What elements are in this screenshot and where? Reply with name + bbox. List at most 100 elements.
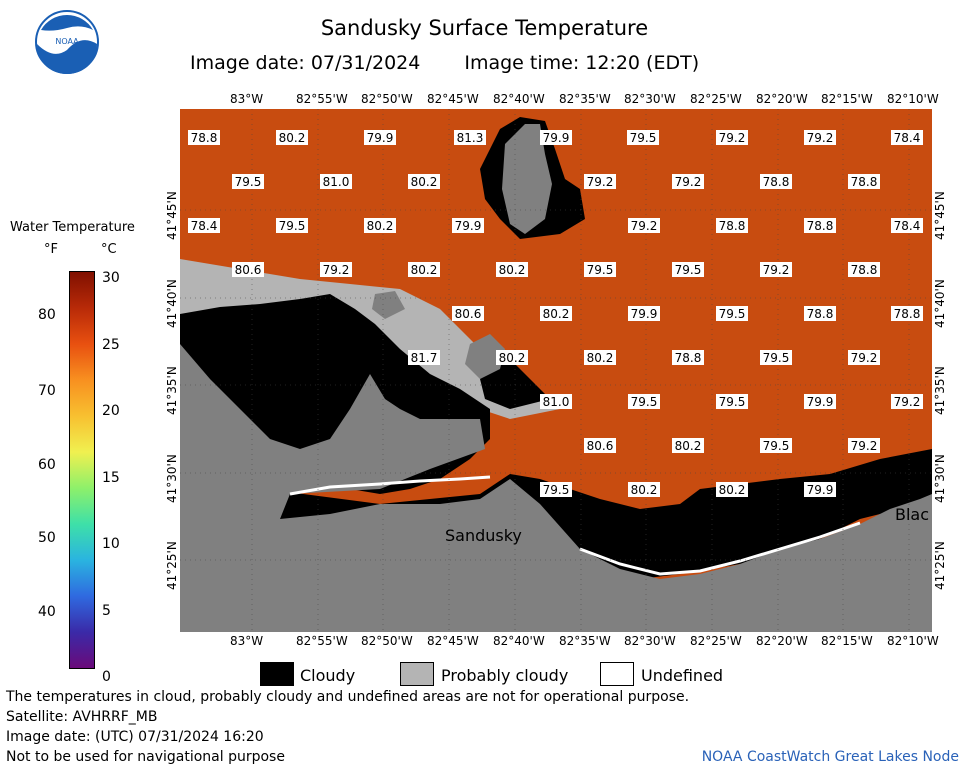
temperature-value: 78.8 [807, 219, 834, 233]
temperature-value: 80.6 [587, 439, 614, 453]
temperature-label: 79.5 [760, 438, 792, 453]
temperature-value: 79.9 [631, 307, 658, 321]
celsius-tick: 20 [102, 403, 120, 419]
map-title: Sandusky Surface Temperature [320, 16, 649, 40]
temperature-value: 79.5 [719, 395, 746, 409]
temperature-value: 79.9 [807, 483, 834, 497]
temperature-value: 78.4 [894, 131, 921, 145]
temperature-label: 79.5 [760, 350, 792, 365]
temperature-label: 80.2 [408, 174, 440, 189]
temperature-value: 79.2 [851, 439, 878, 453]
temperature-label: 80.6 [584, 438, 616, 453]
latitude-label: 41°45'N [933, 191, 947, 240]
temperature-value: 79.2 [719, 131, 746, 145]
temperature-label: 80.2 [716, 482, 748, 497]
temperature-value: 80.2 [411, 263, 438, 277]
temperature-label: 79.5 [628, 394, 660, 409]
temperature-value: 79.5 [543, 483, 570, 497]
longitude-label: 82°10'W [887, 634, 939, 648]
temperature-label: 79.5 [584, 262, 616, 277]
temperature-label: 80.2 [628, 482, 660, 497]
temperature-label: 79.5 [627, 130, 659, 145]
temperature-value: 78.8 [719, 219, 746, 233]
image-datetime: Image date: 07/31/2024 Image time: 12:20 … [190, 52, 699, 74]
fahrenheit-tick: 80 [38, 307, 56, 323]
temperature-label: 79.5 [672, 262, 704, 277]
temperature-label: 80.2 [496, 350, 528, 365]
temperature-value: 79.5 [630, 131, 657, 145]
longitude-label: 82°15'W [821, 634, 873, 648]
temperature-label: 79.5 [540, 482, 572, 497]
temperature-value: 79.2 [587, 175, 614, 189]
longitude-label: 82°50'W [361, 92, 413, 106]
temperature-label: 78.8 [188, 130, 220, 145]
temperature-label: 79.5 [276, 218, 308, 233]
latitude-label: 41°30'N [933, 454, 947, 503]
temperature-value: 78.8 [191, 131, 218, 145]
temperature-label: 79.2 [848, 438, 880, 453]
longitude-label: 82°55'W [296, 92, 348, 106]
temperature-value: 80.2 [367, 219, 394, 233]
utc-image-date: Image date: (UTC) 07/31/2024 16:20 [6, 729, 264, 745]
fahrenheit-tick: 50 [38, 530, 56, 546]
latitude-label: 41°25'N [165, 541, 179, 590]
longitude-label: 83°W [230, 92, 264, 106]
temperature-label: 78.8 [760, 174, 792, 189]
temperature-value: 80.2 [499, 263, 526, 277]
temperature-value: 79.2 [631, 219, 658, 233]
temperature-label: 79.5 [716, 394, 748, 409]
temperature-value: 79.9 [455, 219, 482, 233]
image-date: Image date: 07/31/2024 [190, 52, 421, 74]
longitude-label: 82°50'W [361, 634, 413, 648]
temperature-label: 79.2 [716, 130, 748, 145]
temperature-value: 79.9 [807, 395, 834, 409]
unit-fahrenheit: °F [44, 242, 58, 257]
temperature-value: 79.5 [675, 263, 702, 277]
temperature-label: 79.9 [364, 130, 396, 145]
temperature-value: 80.2 [279, 131, 306, 145]
temperature-label: 80.6 [452, 306, 484, 321]
temperature-value: 78.8 [894, 307, 921, 321]
temperature-value: 79.9 [543, 131, 570, 145]
temperature-value: 79.5 [763, 351, 790, 365]
cloudy-swatch [260, 662, 294, 686]
undefined-label: Undefined [641, 666, 724, 685]
temperature-labels: 78.8 80.2 79.9 81.3 79.9 79.5 79.2 79.2 78.4 79.5… [188, 130, 923, 497]
temperature-label: 79.2 [672, 174, 704, 189]
temperature-label: 79.9 [804, 482, 836, 497]
surface-temperature-map: 78.8 80.2 79.9 81.3 79.9 79.5 79.2 79.2 78.4 79.5… [180, 109, 932, 632]
temperature-value: 79.2 [894, 395, 921, 409]
temperature-label: 79.9 [540, 130, 572, 145]
temperature-label: 78.8 [891, 306, 923, 321]
map-gridlines [180, 109, 932, 632]
undefined-shore-edge [289, 475, 491, 496]
temperature-label: 79.2 [628, 218, 660, 233]
temperature-label: 80.2 [584, 350, 616, 365]
longitude-label: 82°30'W [624, 634, 676, 648]
longitude-label: 82°40'W [493, 634, 545, 648]
temperature-label: 81.0 [540, 394, 572, 409]
temperature-label: 80.6 [232, 262, 264, 277]
fahrenheit-tick: 40 [38, 604, 56, 620]
longitude-label: 82°25'W [690, 634, 742, 648]
undefined-shore-edge-east [579, 521, 861, 576]
longitude-label: 82°30'W [624, 92, 676, 106]
temperature-label: 78.8 [804, 218, 836, 233]
temperature-label: 79.9 [804, 394, 836, 409]
temperature-value: 79.5 [631, 395, 658, 409]
fahrenheit-tick: 60 [38, 457, 56, 473]
temperature-label: 78.8 [672, 350, 704, 365]
legend-title: Water Temperature [10, 220, 135, 235]
temperature-value: 79.2 [323, 263, 350, 277]
temperature-value: 78.4 [894, 219, 921, 233]
temperature-value: 79.5 [279, 219, 306, 233]
probably-cloudy-label: Probably cloudy [441, 666, 569, 685]
longitude-label: 83°W [230, 634, 264, 648]
longitude-label: 82°35'W [559, 634, 611, 648]
temperature-label: 79.2 [760, 262, 792, 277]
temperature-value: 79.2 [807, 131, 834, 145]
temperature-value: 78.8 [851, 263, 878, 277]
temperature-value: 79.2 [763, 263, 790, 277]
land-north-island [502, 124, 552, 234]
satellite-info: Satellite: AVHRRF_MB [6, 709, 158, 725]
